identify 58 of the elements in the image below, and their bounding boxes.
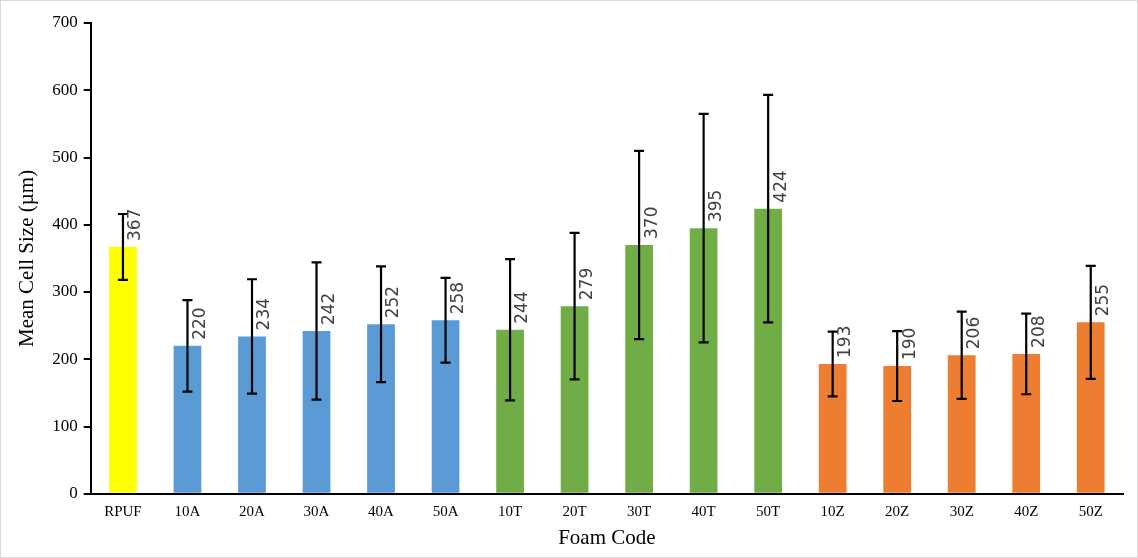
bar — [1012, 353, 1041, 493]
bar — [818, 363, 847, 493]
x-tick-label: 10T — [497, 502, 523, 519]
y-tick-label: 500 — [52, 146, 78, 166]
x-tick-label: 40T — [691, 502, 716, 519]
bar — [496, 329, 524, 493]
data-label: 424 — [769, 170, 790, 203]
data-label: 242 — [317, 292, 338, 326]
bar — [109, 246, 137, 493]
x-tick-label: 10A — [174, 502, 201, 519]
bar — [238, 336, 266, 493]
y-tick-label: 0 — [69, 483, 78, 503]
y-tick-label: 600 — [52, 79, 78, 99]
data-label: 370 — [640, 206, 661, 239]
y-axis-title: Mean Cell Size (µm) — [14, 169, 39, 347]
data-label: 206 — [963, 316, 984, 350]
bar — [883, 366, 912, 493]
x-tick-label: 30T — [627, 502, 652, 519]
bar — [302, 331, 331, 493]
x-tick-label: 20Z — [885, 502, 910, 519]
x-tick-label: 10Z — [820, 502, 845, 519]
data-label: 190 — [898, 327, 919, 361]
bar — [689, 228, 718, 493]
bar — [431, 320, 460, 493]
data-label: 279 — [576, 267, 597, 301]
x-tick-label: RPUF — [104, 502, 142, 519]
data-label: 234 — [253, 297, 274, 331]
data-label: 220 — [188, 307, 209, 340]
x-tick-label: 20A — [239, 502, 266, 519]
data-label: 255 — [1092, 283, 1113, 317]
y-tick-label: 700 — [52, 12, 78, 32]
data-label: 252 — [382, 285, 403, 319]
data-label: 244 — [511, 291, 532, 324]
data-label: 395 — [705, 189, 726, 223]
bar — [947, 355, 976, 493]
data-label: 367 — [124, 208, 145, 241]
x-tick-label: 50A — [432, 502, 459, 519]
bar — [625, 244, 653, 493]
x-axis-title: Foam Code — [558, 524, 656, 549]
data-label: 258 — [446, 281, 467, 315]
x-tick-label: 40Z — [1014, 502, 1039, 519]
data-label: 193 — [834, 325, 855, 358]
y-tick-label: 400 — [52, 214, 78, 234]
bar — [1076, 322, 1105, 493]
x-tick-label: 50Z — [1078, 502, 1103, 519]
y-tick-label: 100 — [52, 416, 78, 436]
x-tick-label: 30A — [303, 502, 330, 519]
y-tick-label: 300 — [52, 281, 78, 301]
y-tick-label: 200 — [52, 348, 78, 368]
x-tick-label: 30Z — [949, 502, 974, 519]
x-tick-label: 40A — [368, 502, 395, 519]
x-tick-label: 50T — [756, 502, 781, 519]
bar — [367, 324, 395, 493]
bar — [754, 208, 783, 493]
bar — [560, 306, 589, 493]
x-tick-label: 20T — [562, 502, 587, 519]
bar — [173, 345, 202, 493]
data-label: 208 — [1027, 315, 1048, 348]
